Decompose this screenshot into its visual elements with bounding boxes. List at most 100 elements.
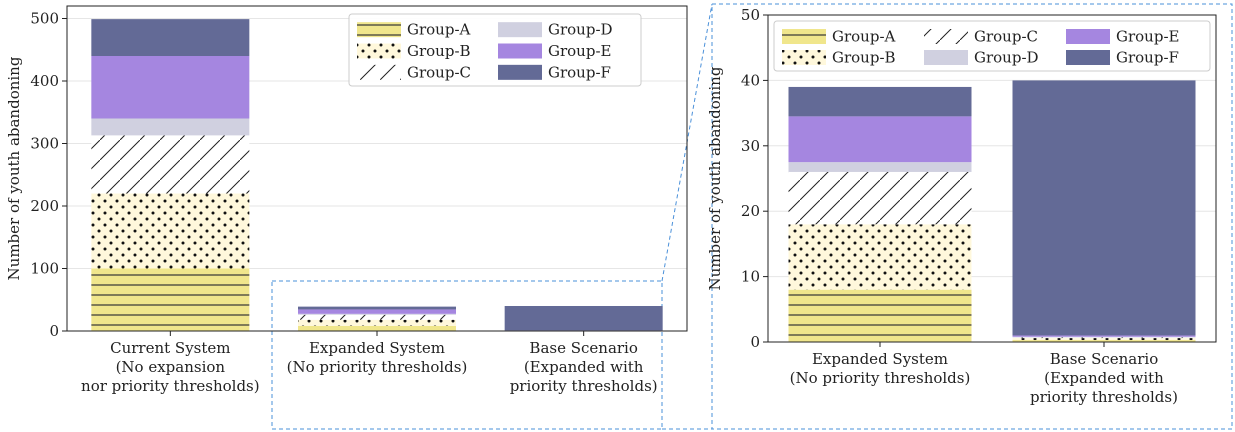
- legend-swatch-pattern: [357, 22, 401, 38]
- bar-group-b-1: [1012, 338, 1196, 341]
- bar-group-e-0: [91, 56, 250, 119]
- bar-group-b-1: [298, 319, 456, 326]
- legend-swatch: [1066, 29, 1110, 44]
- bar-group-e-1: [1012, 335, 1196, 337]
- bar-pattern: [1012, 340, 1196, 342]
- zoom-region-box: [271, 280, 663, 430]
- y-tick-label: 100: [30, 260, 59, 278]
- bar-fill: [788, 116, 972, 163]
- y-tick-label: 50: [741, 6, 760, 24]
- y-axis-label: Number of youth abandoning: [706, 66, 724, 290]
- legend-swatch: [498, 22, 542, 38]
- bar-group-f-1: [1012, 80, 1196, 336]
- bar-group-f-1: [298, 306, 456, 310]
- legend-label: Group-A: [832, 28, 896, 46]
- bar-fill: [298, 313, 456, 315]
- y-tick-label: 500: [30, 10, 59, 28]
- legend-label: Group-D: [974, 49, 1039, 67]
- legend-swatch: [924, 50, 968, 65]
- legend-label: Group-B: [407, 42, 471, 60]
- legend-frame: [348, 13, 642, 87]
- y-tick-label: 300: [30, 135, 59, 153]
- legend: Group-A Group-B Group-C Group-D Group-E Group…: [773, 20, 1211, 72]
- bar-fill: [1012, 80, 1196, 336]
- x-tick-label: priority thresholds): [510, 377, 658, 395]
- x-tick-label: (No priority thresholds): [790, 369, 971, 387]
- legend-item-group-c: Group-C: [357, 63, 471, 81]
- legend-swatch-pattern: [357, 43, 401, 59]
- x-tick-label: Expanded System: [812, 350, 948, 368]
- bar-pattern: [91, 268, 250, 331]
- legend-label: Group-A: [407, 21, 471, 39]
- legend-label: Group-C: [407, 63, 471, 81]
- plot-frame: [767, 14, 1217, 343]
- legend-swatch: [498, 43, 542, 59]
- bar-group-d-0: [91, 118, 250, 136]
- bar-fill: [1012, 335, 1196, 337]
- bar-group-d-0: [788, 162, 972, 172]
- bar-pattern: [1012, 338, 1196, 341]
- bar-group-e-1: [298, 309, 456, 314]
- x-tick-label: (Expanded with: [524, 358, 644, 376]
- x-tick-label: (No expansion: [116, 358, 226, 376]
- y-tick-label: 10: [741, 268, 760, 286]
- inset-chart: 0 10 20 30 40 50 Number of youth abandoning Exp…: [706, 6, 1217, 406]
- bar-pattern: [298, 314, 456, 320]
- legend-label: Group-E: [1116, 28, 1179, 46]
- bar-fill: [788, 86, 972, 117]
- legend-item-group-d: Group-D: [498, 21, 613, 39]
- legend-label: Group-F: [548, 63, 611, 81]
- bar-fill: [298, 309, 456, 314]
- bar-fill: [504, 306, 663, 331]
- bar-group-b-0: [91, 193, 250, 269]
- bar-group-d-1: [298, 313, 456, 315]
- legend-item-group-a: Group-A: [357, 21, 471, 39]
- bar-fill: [91, 118, 250, 136]
- bar-fill: [788, 162, 972, 172]
- bar-pattern: [298, 326, 456, 331]
- y-axis-label: Number of youth abandoning: [5, 56, 23, 280]
- bar-group-f-2: [504, 306, 663, 331]
- bar-group-c-1: [1012, 337, 1196, 339]
- y-tick-label: 200: [30, 197, 59, 215]
- legend-item-group-a: Group-A: [782, 28, 896, 46]
- legend-label: Group-C: [974, 28, 1038, 46]
- zoom-inset-box: [711, 3, 1233, 430]
- legend-swatch-pattern: [782, 29, 826, 44]
- legend-label: Group-B: [832, 49, 896, 67]
- bar-pattern: [788, 171, 972, 225]
- y-tick-label: 30: [741, 137, 760, 155]
- legend-item-group-c: Group-C: [924, 28, 1038, 46]
- legend-swatch-pattern: [357, 64, 401, 80]
- bar-fill: [1012, 336, 1196, 338]
- legend-item-group-b: Group-B: [782, 49, 896, 67]
- bar-pattern: [91, 135, 250, 194]
- bar-group-e-0: [788, 116, 972, 163]
- x-tick-label: nor priority thresholds): [81, 377, 260, 395]
- x-tick-label: Expanded System: [309, 339, 445, 357]
- legend-item-group-e: Group-E: [1066, 28, 1179, 46]
- bar-pattern: [788, 289, 972, 342]
- bar-group-c-0: [91, 135, 250, 194]
- legend-item-group-b: Group-B: [357, 42, 471, 60]
- x-tick-label: (No priority thresholds): [287, 358, 468, 376]
- y-tick-label: 20: [741, 202, 760, 220]
- y-tick-label: 0: [750, 333, 760, 351]
- bar-group-c-1: [298, 314, 456, 320]
- x-tick-label: (Expanded with: [1044, 369, 1164, 387]
- legend-swatch: [498, 64, 542, 80]
- bar-pattern: [1012, 337, 1196, 339]
- legend-label: Group-D: [548, 21, 613, 39]
- legend-swatch: [1066, 50, 1110, 65]
- legend-label: Group-F: [1116, 49, 1179, 67]
- legend-item-group-d: Group-D: [924, 49, 1039, 67]
- legend-label: Group-E: [548, 42, 611, 60]
- bar-fill: [298, 306, 456, 310]
- bar-group-f-0: [91, 19, 250, 56]
- y-tick-label: 0: [49, 322, 59, 340]
- x-tick-label: Base Scenario: [1050, 350, 1158, 368]
- y-tick-label: 400: [30, 72, 59, 90]
- bar-group-a-1: [1012, 340, 1196, 342]
- bar-fill: [91, 19, 250, 56]
